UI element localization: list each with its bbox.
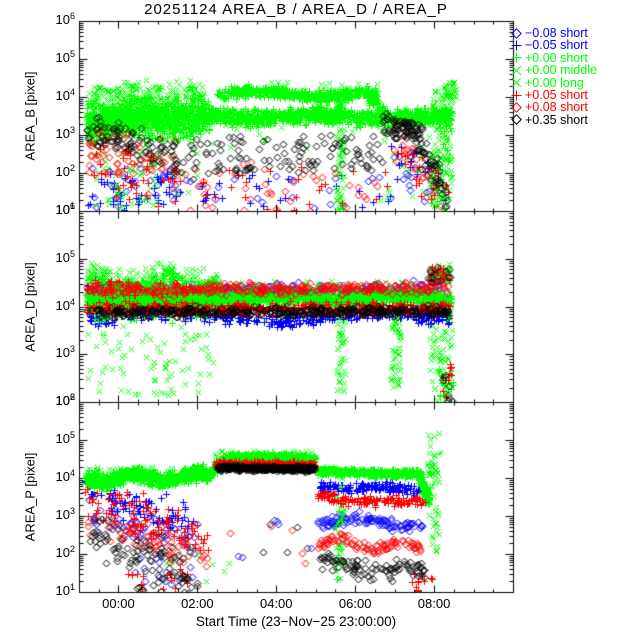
y-tick-label: 106	[55, 11, 75, 27]
y-tick-label: 106	[55, 392, 75, 408]
legend-item-label: +0.00 long	[525, 75, 584, 90]
y-axis-title-area-b: AREA_B [pixel]	[22, 71, 38, 161]
y-tick-label: 102	[55, 544, 75, 560]
legend-item-label: +0.35 short	[525, 112, 588, 127]
legend: −0.08 short −0.05 short +0.00 short +0.00 m…	[511, 27, 640, 129]
plot-title: 20251124 AREA_B / AREA_D / AREA_P	[144, 1, 448, 18]
legend-item: +0.05 short	[511, 89, 588, 101]
y-tick-label: 105	[55, 430, 75, 446]
y-tick-label: 103	[55, 506, 75, 522]
y-tick-label: 101	[55, 582, 75, 598]
legend-item: −0.08 short	[511, 27, 588, 39]
legend-item-label: +0.08 short	[525, 100, 588, 115]
legend-item-label: +0.05 short	[525, 88, 588, 102]
legend-x-icon	[511, 65, 522, 75]
y-tick-label: 104	[55, 468, 75, 484]
x-tick-label: 04:00	[259, 596, 293, 611]
y-tick-label: 102	[55, 392, 75, 408]
y-tick-label: 101	[55, 201, 75, 217]
y-tick-label: 103	[55, 125, 75, 141]
legend-item: +0.35 short	[511, 114, 588, 126]
y-tick-label: 104	[55, 296, 75, 313]
x-tick-label: 06:00	[338, 596, 372, 611]
legend-item: +0.00 long	[511, 75, 584, 90]
y-tick-label: 105	[55, 49, 75, 65]
legend-x-icon	[511, 77, 522, 88]
legend-item: −0.05 short	[511, 38, 588, 53]
legend-item-label: −0.08 short	[525, 26, 588, 40]
legend-item-label: −0.05 short	[525, 38, 588, 53]
legend-diamond-icon	[511, 27, 522, 39]
x-tick-label: 08:00	[417, 596, 451, 611]
y-tick-label: 104	[55, 87, 75, 103]
x-tick-label: 02:00	[181, 596, 214, 611]
legend-diamond-icon	[511, 114, 522, 126]
legend-diamond-icon	[511, 101, 522, 113]
legend-plus-icon	[511, 52, 522, 63]
legend-item-label: +0.00 short	[525, 50, 588, 65]
x-axis-title: Start Time (23−Nov−25 23:00:00)	[195, 614, 397, 629]
legend-plus-icon	[511, 90, 522, 100]
y-tick-label: 106	[55, 201, 75, 217]
y-tick-label: 102	[55, 163, 75, 179]
legend-plus-icon	[511, 40, 522, 51]
x-tick-label: 00:00	[102, 596, 135, 611]
y-tick-label: 103	[55, 344, 75, 361]
y-tick-label: 105	[55, 248, 75, 265]
y-axis-title-area-p: AREA_P [pixel]	[22, 452, 38, 542]
legend-item: +0.00 middle	[511, 64, 597, 76]
legend-item-label: +0.00 middle	[525, 63, 597, 78]
legend-item: +0.00 short	[511, 52, 588, 64]
legend-item: +0.08 short	[511, 100, 588, 115]
